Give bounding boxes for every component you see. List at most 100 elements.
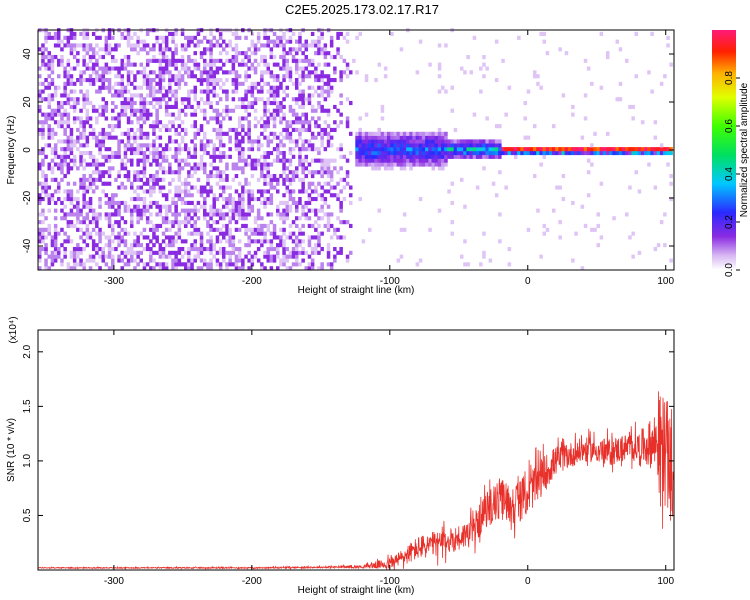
spectrogram-cell bbox=[329, 266, 334, 271]
spectrogram-cell bbox=[104, 108, 109, 113]
spectrogram-cell bbox=[193, 247, 197, 252]
spectrogram-cell bbox=[184, 112, 188, 117]
spectrogram-cell bbox=[260, 131, 264, 136]
spectrogram-cell bbox=[288, 254, 293, 259]
spectrogram-cell bbox=[555, 147, 559, 152]
spectrogram-cell bbox=[123, 143, 128, 148]
spectrogram-cell bbox=[466, 143, 470, 148]
spectrogram-cell bbox=[101, 231, 105, 236]
spectrogram-cell bbox=[199, 250, 204, 255]
spectrogram-cell bbox=[79, 154, 83, 159]
spectrogram-cell bbox=[111, 231, 115, 236]
spectrogram-cell bbox=[231, 55, 236, 60]
spectrogram-cell bbox=[463, 70, 467, 75]
spectrogram-cell bbox=[266, 181, 270, 186]
spectrogram-cell bbox=[418, 147, 423, 152]
spectrogram-cell bbox=[250, 158, 255, 163]
spectrogram-cell bbox=[136, 212, 140, 217]
spectrogram-cell bbox=[47, 162, 51, 167]
spectrogram-cell bbox=[155, 39, 159, 44]
spectrogram-cell bbox=[158, 120, 163, 125]
spectrogram-cell bbox=[237, 208, 242, 213]
spectrogram-cell bbox=[469, 139, 473, 144]
spectrogram-cell bbox=[279, 35, 283, 40]
spectrogram-cell bbox=[126, 81, 131, 86]
spectrogram-cell bbox=[228, 254, 232, 259]
spectrogram-cell bbox=[212, 143, 216, 148]
spectrogram-cell bbox=[215, 131, 220, 136]
spectrogram-cell bbox=[291, 47, 296, 52]
spectrogram-cell bbox=[329, 39, 334, 44]
spectrogram-cell bbox=[164, 47, 169, 52]
spectrogram-cell bbox=[241, 124, 245, 129]
spectrogram-cell bbox=[136, 170, 140, 175]
spectrogram-cell bbox=[304, 189, 308, 194]
spectrogram-cell bbox=[253, 239, 258, 244]
spectrogram-cell bbox=[66, 39, 71, 44]
spectrogram-cell bbox=[326, 139, 331, 144]
spectrogram-cell bbox=[174, 116, 178, 121]
spectrogram-cell bbox=[431, 131, 435, 136]
spectrogram-cell bbox=[63, 85, 67, 90]
spectrogram-cell bbox=[396, 162, 401, 167]
spectrogram-cell bbox=[91, 108, 96, 113]
spectrogram-cell bbox=[199, 239, 204, 244]
spectrogram-cell bbox=[206, 89, 210, 94]
spectrogram-cell bbox=[107, 31, 112, 36]
spectrogram-cell bbox=[190, 262, 194, 267]
spectrogram-cell bbox=[91, 104, 96, 109]
spectrogram-cell bbox=[244, 223, 248, 228]
spectrogram-cell bbox=[390, 166, 394, 171]
spectrogram-cell bbox=[63, 112, 67, 117]
spectrogram-cell bbox=[98, 143, 102, 148]
spectrogram-cell bbox=[212, 243, 216, 248]
spectrogram-cell bbox=[47, 116, 51, 121]
spectrogram-cell bbox=[50, 151, 55, 156]
spectrogram-cell bbox=[206, 93, 210, 98]
spectrogram-cell bbox=[580, 266, 585, 271]
spectrogram-cell bbox=[44, 47, 48, 52]
spectrogram-cell bbox=[161, 216, 166, 221]
spectrogram-cell bbox=[371, 135, 375, 140]
spectrogram-cell bbox=[41, 55, 45, 60]
spectrogram-cell bbox=[72, 43, 77, 48]
spectrogram-cell bbox=[282, 170, 286, 175]
spectrogram-cell bbox=[320, 135, 324, 140]
spectrogram-cell bbox=[453, 127, 458, 132]
spectrogram-cell bbox=[561, 93, 566, 98]
spectrogram-cell bbox=[114, 93, 118, 98]
spectrogram-cell bbox=[228, 154, 232, 159]
spectrogram-cell bbox=[450, 108, 454, 113]
spectrogram-cell bbox=[342, 220, 347, 225]
spectrogram-cell bbox=[142, 166, 147, 171]
spectrogram-cell bbox=[155, 227, 159, 232]
spectrogram-cell bbox=[60, 158, 64, 163]
spectrogram-cell bbox=[390, 143, 394, 148]
spectrogram-cell bbox=[149, 101, 153, 106]
spectrogram-cell bbox=[393, 131, 397, 136]
spectrogram-cell bbox=[571, 112, 575, 117]
spectrogram-cell bbox=[41, 208, 45, 213]
spectrogram-cell bbox=[203, 51, 207, 56]
spectrogram-cell bbox=[187, 193, 191, 198]
spectrogram-cell bbox=[161, 193, 166, 198]
spectrogram-cell bbox=[285, 204, 289, 209]
spectrogram-cell bbox=[41, 197, 45, 202]
spectrogram-cell bbox=[666, 35, 670, 40]
spectrogram-cell bbox=[450, 154, 454, 159]
spectrogram-cell bbox=[279, 43, 283, 48]
spectrogram-cell bbox=[107, 78, 112, 83]
spectrogram-cell bbox=[95, 212, 99, 217]
spectrogram-cell bbox=[333, 185, 337, 190]
spectrogram-cell bbox=[117, 231, 121, 236]
spectrogram-cell bbox=[184, 181, 188, 186]
spectrogram-cell bbox=[317, 243, 321, 248]
spectrogram-cell bbox=[145, 58, 150, 63]
spectrogram-cell bbox=[193, 220, 197, 225]
spectrogram-cell bbox=[123, 66, 128, 71]
spectrogram-cell bbox=[177, 147, 182, 152]
spectrogram-cell bbox=[139, 143, 143, 148]
spectrogram-cell bbox=[241, 193, 245, 198]
spectrogram-cell bbox=[177, 78, 182, 83]
